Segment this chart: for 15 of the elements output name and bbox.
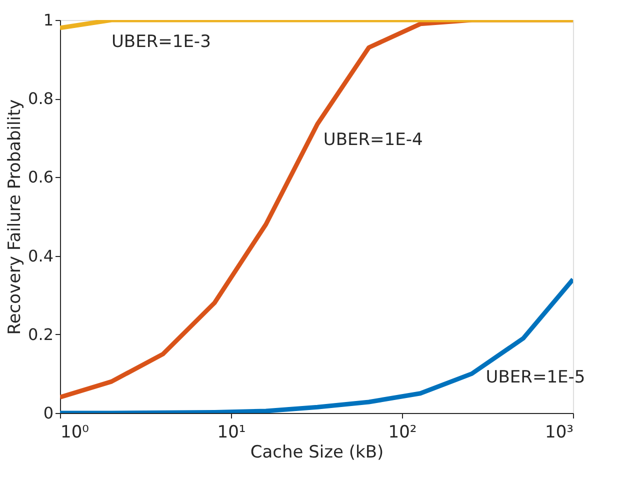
y-axis-title: Recovery Failure Probability [5,99,26,335]
x-tick-label: 10³ [545,422,574,442]
series-label: UBER=1E-4 [323,130,423,150]
y-tick-label: 0.4 [28,246,54,266]
x-tick-label: 10² [388,422,417,442]
x-axis-title: Cache Size (kB) [250,442,384,462]
y-tick-label: 0.2 [28,324,54,344]
y-tick-label: 0.8 [28,89,54,108]
y-tick-label: 0 [43,404,54,422]
series-label: UBER=1E-3 [111,32,211,52]
y-tick-label: 1 [43,10,54,30]
series-label: UBER=1E-5 [486,368,586,388]
x-tick-label: 10¹ [217,422,246,442]
x-tick-label: 10⁰ [60,422,90,442]
y-tick-label: 0.6 [28,168,54,187]
